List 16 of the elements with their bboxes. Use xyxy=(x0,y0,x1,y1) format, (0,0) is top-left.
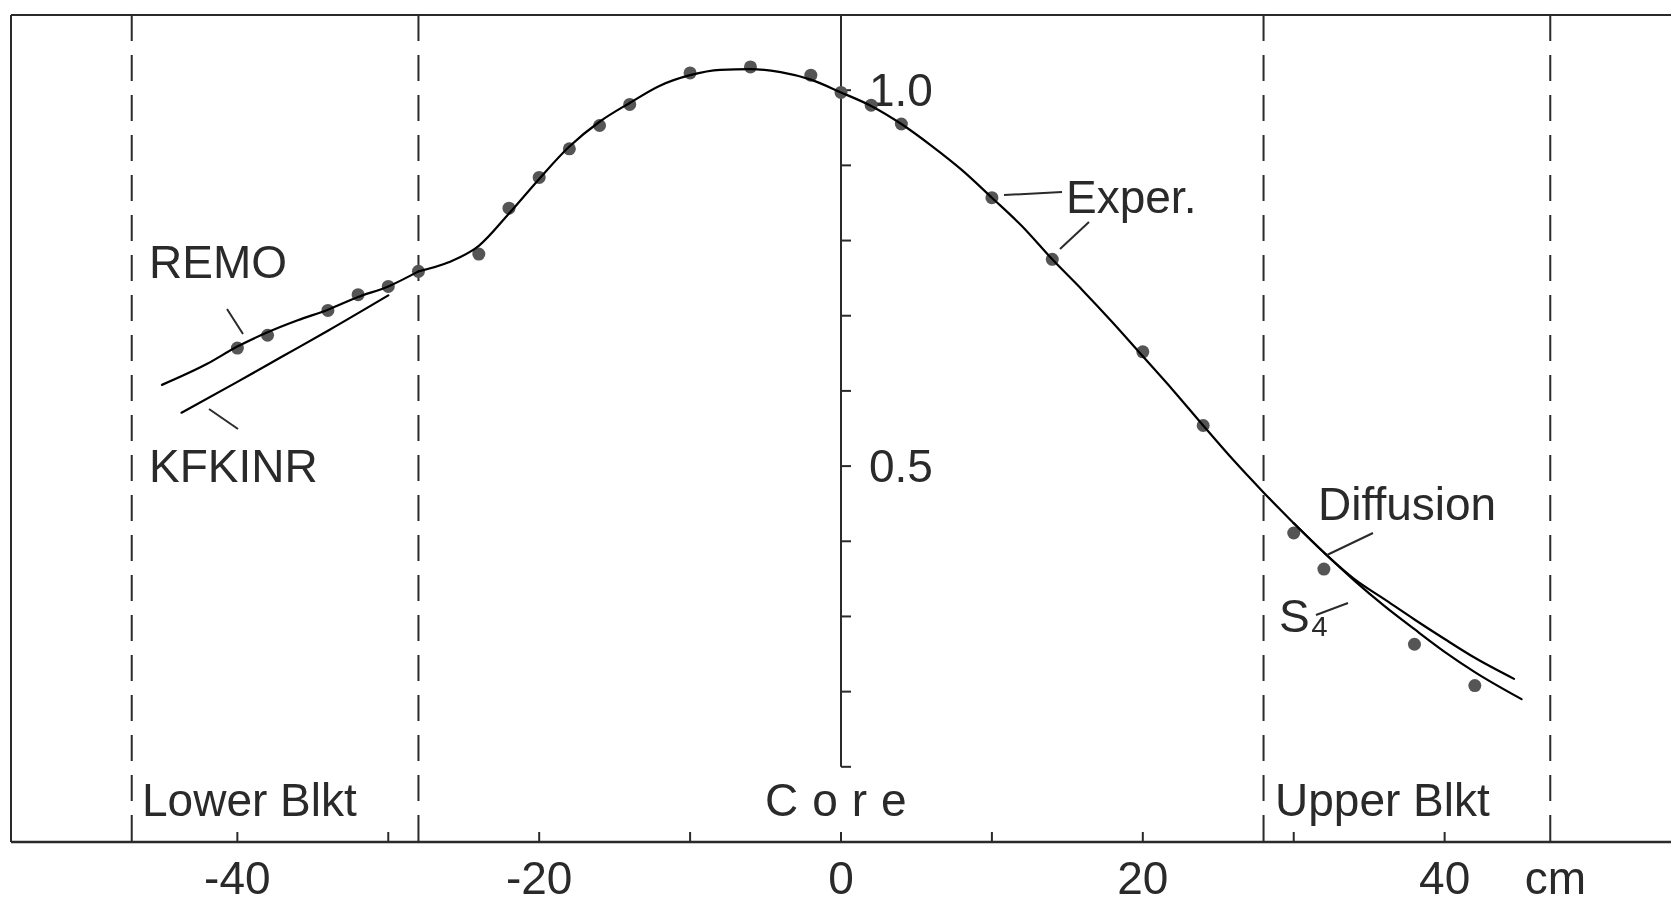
series-label: REMO xyxy=(149,236,287,288)
x-tick-label: 40 xyxy=(1419,852,1471,904)
x-tick-label: -40 xyxy=(204,852,271,904)
x-tick-label: 0 xyxy=(828,852,854,904)
annotation: Lower Blkt xyxy=(142,774,357,826)
y-tick-label: 1.0 xyxy=(869,64,933,117)
y-tick-label: 0.5 xyxy=(869,440,933,493)
x-tick-label: -20 xyxy=(505,852,573,904)
series-label: Diffusion xyxy=(1318,478,1497,530)
series-label: Exper. xyxy=(1066,171,1197,223)
x-axis-title: cm xyxy=(1524,852,1586,904)
annotation: Upper Blkt xyxy=(1275,774,1490,826)
annotation: Core xyxy=(765,774,921,826)
series-label: S₄ xyxy=(1279,590,1329,642)
series-label: KFKINR xyxy=(149,440,318,492)
x-tick-label: 20 xyxy=(1117,852,1169,904)
